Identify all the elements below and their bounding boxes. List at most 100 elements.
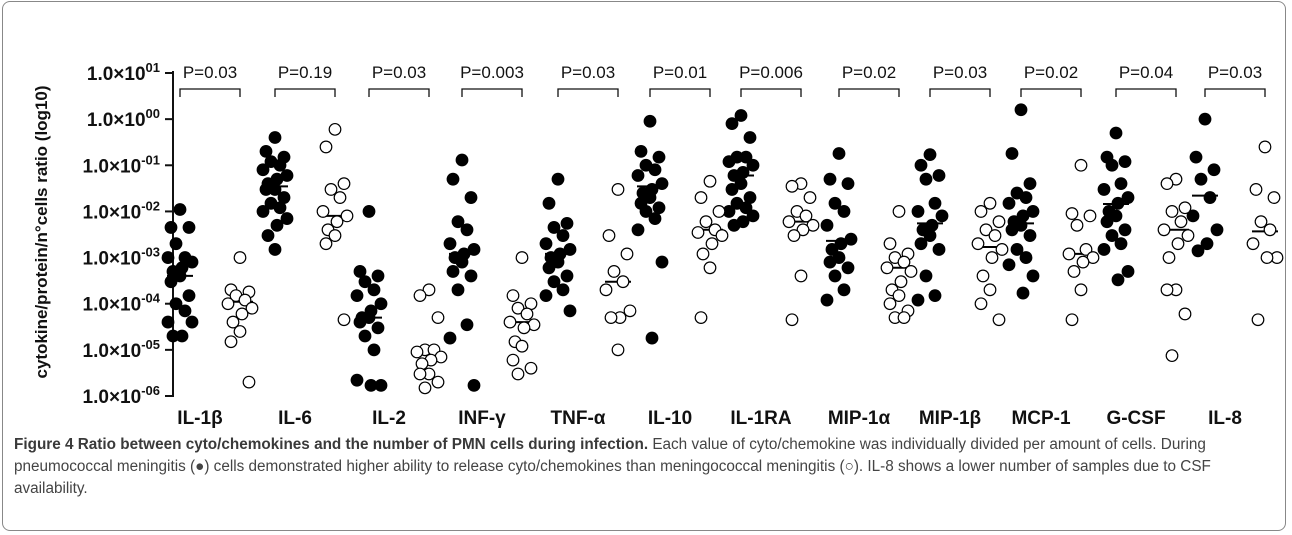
p-value-label: P=0.01 [653,63,707,82]
data-point-filled [1121,265,1135,278]
data-point-filled [923,148,937,162]
data-point-filled [1010,243,1024,256]
data-point-open [511,367,525,381]
data-point-filled [256,205,270,218]
data-point-open [794,269,808,283]
data-point-open [337,177,351,191]
data-point-filled [1105,158,1119,172]
data-point-filled [362,205,376,218]
data-point-open [1249,183,1263,196]
data-point-filled [1121,191,1135,204]
data-point-open [1160,177,1174,191]
x-category-label: G-CSF [1106,408,1165,429]
data-point-open [616,275,630,289]
data-point-open [1263,223,1277,237]
data-point-filled [911,293,925,307]
data-point-filled [734,109,748,122]
data-point-open [1070,218,1084,232]
data-point-open [897,311,911,325]
data-point-filled [932,243,946,256]
data-point-filled [358,329,372,343]
data-point-open [1178,307,1192,321]
significance-bracket [461,88,523,97]
data-point-filled [832,147,846,160]
y-tick-label: 1.0×10-02 [83,198,160,223]
data-point-open [221,297,235,311]
data-point-filled [919,172,933,186]
data-point-open [1065,207,1079,220]
data-point-open [1246,237,1260,251]
data-point-filled [1019,251,1033,264]
data-point-filled [1019,191,1033,204]
data-point-filled [739,201,753,215]
data-point-open [328,122,342,136]
p-value-label: P=0.02 [1024,63,1078,82]
p-value-label: P=0.03 [372,63,426,82]
data-point-open [1067,265,1081,278]
data-point-filled [185,315,199,329]
data-point-open [699,215,713,229]
data-point-filled [1097,243,1111,256]
data-point-open [985,251,999,264]
data-point-open [233,325,247,338]
data-point-open [694,191,708,204]
data-point-filled [164,221,178,234]
data-point-open [324,183,338,196]
data-point-open [1076,255,1090,269]
data-point-filled [928,196,942,210]
data-point-open [524,361,538,375]
data-point-open [517,321,531,335]
data-point-open [785,313,799,327]
data-point-open [340,209,354,223]
data-point-open [785,179,799,193]
data-point-filled [451,283,465,297]
data-point-open [520,307,534,321]
data-point-filled [655,255,669,269]
data-point-open [415,357,429,371]
data-point-filled [460,318,474,332]
data-point-open [880,261,894,275]
significance-bracket [557,88,619,97]
significance-bracket [1020,88,1082,97]
data-point-filled [935,209,949,223]
data-point-filled [273,158,287,172]
data-point-filled [350,289,364,302]
data-point-filled [268,131,282,144]
data-point-open [892,289,906,302]
p-value-label: P=0.03 [561,63,615,82]
data-point-open [431,375,445,389]
data-point-open [242,375,256,389]
data-point-open [337,313,351,327]
data-point-filled [259,183,273,196]
data-point-open [316,205,330,218]
data-point-filled [551,255,565,269]
data-point-open [1165,349,1179,363]
data-point-filled [1194,172,1208,186]
data-point-open [691,226,705,239]
data-point-filled [451,215,465,229]
significance-bracket [1115,88,1177,97]
data-point-filled [1207,163,1221,177]
data-point-filled [911,205,925,218]
significance-bracket [274,88,336,97]
data-point-filled [914,237,928,251]
y-axis-title: cytokine/protein/n°cells ratio (log10) [32,85,51,378]
data-point-open [1074,158,1088,172]
data-point-filled [547,221,561,234]
data-point-open [333,191,347,204]
data-point-filled [1023,177,1037,191]
data-point-filled [828,196,842,210]
data-point-filled [923,229,937,242]
data-point-filled [560,217,574,230]
scatter-chart: cytokine/protein/n°cells ratio (log10) 1… [32,60,1284,429]
data-point-open [974,297,988,311]
data-point-filled [560,269,574,283]
data-point-open [883,237,897,251]
data-point-filled [919,269,933,283]
data-point-filled [648,163,662,177]
data-point-filled [1109,126,1123,140]
significance-bracket [929,88,991,97]
data-point-open [1260,251,1274,264]
data-point-open [971,237,985,251]
data-point-open [503,315,517,329]
